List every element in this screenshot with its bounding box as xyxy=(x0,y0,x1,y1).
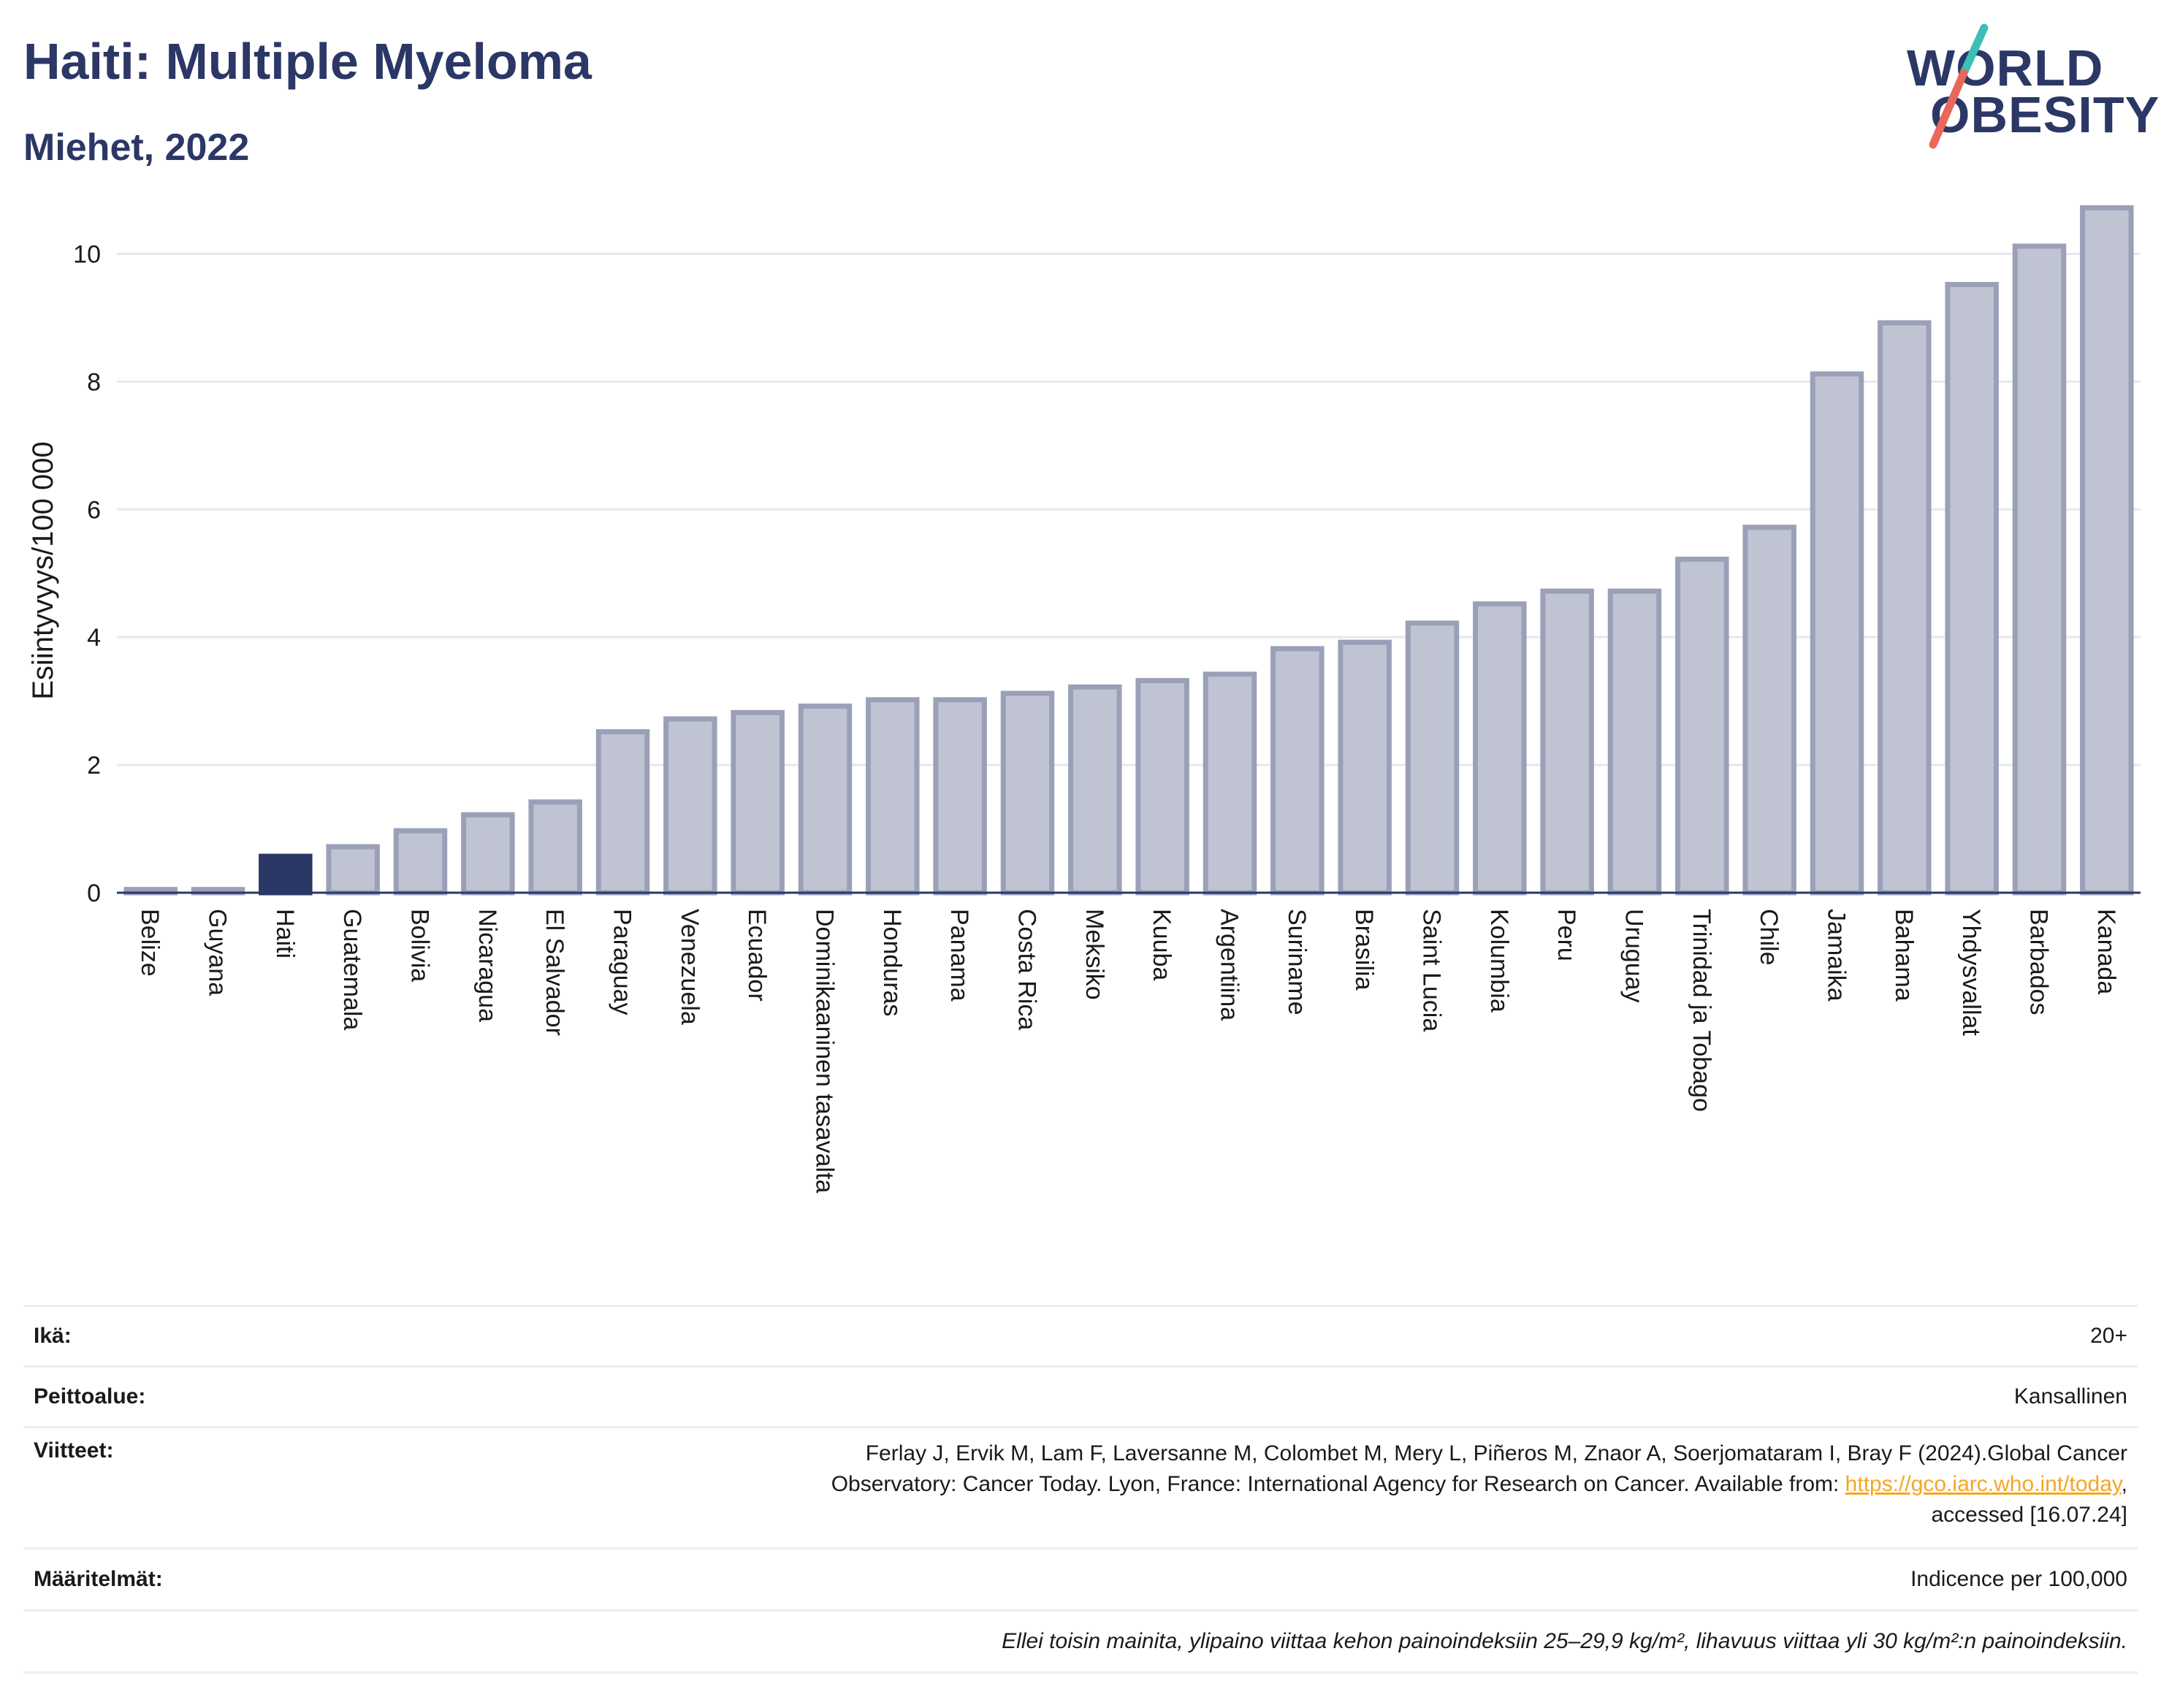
info-table: Ikä: 20+ Peittoalue: Kansallinen Viittee… xyxy=(23,1305,2138,1674)
x-tick-label: Brasilia xyxy=(1350,909,1378,991)
x-tick-label: Paraguay xyxy=(609,909,636,1015)
x-tick-label: Bolivia xyxy=(406,909,434,982)
x-tick-label: Belize xyxy=(136,909,164,977)
bar-guatemala xyxy=(326,844,380,896)
x-tick-label: Peru xyxy=(1552,909,1580,961)
coverage-value: Kansallinen xyxy=(2013,1384,2127,1408)
bar-venezuela xyxy=(663,716,717,896)
x-tick-label: Panama xyxy=(945,909,973,1002)
x-tick-label: El Salvador xyxy=(541,909,568,1036)
logo-slash-icon xyxy=(1929,23,1989,149)
bar-nicaragua xyxy=(461,812,515,896)
bar-kolumbia xyxy=(1473,601,1527,896)
bar-costa-rica xyxy=(1000,690,1055,896)
x-tick-label: Uruguay xyxy=(1620,909,1648,1003)
x-tick-label: Argentiina xyxy=(1216,909,1243,1021)
x-tick-label: Ecuador xyxy=(743,909,771,1002)
y-tick-label: 10 xyxy=(73,240,101,268)
bar-ecuador xyxy=(731,709,785,896)
x-tick-label: Kolumbia xyxy=(1485,909,1513,1013)
bar-yhdysvallat xyxy=(1945,281,1999,896)
bar-honduras xyxy=(866,697,920,896)
info-row-coverage: Peittoalue: Kansallinen xyxy=(23,1368,2138,1428)
x-tick-label: Venezuela xyxy=(676,909,704,1025)
bar-bolivia xyxy=(393,828,448,896)
references-value: Ferlay J, Ervik M, Lam F, Laversanne M, … xyxy=(831,1438,2138,1530)
bar-brasilia xyxy=(1338,639,1392,896)
bar-paraguay xyxy=(595,729,650,896)
definitions-label: Määritelmät: xyxy=(34,1567,163,1591)
references-line-2-end: , xyxy=(2121,1472,2127,1496)
references-line-1: Ferlay J, Ervik M, Lam F, Laversanne M, … xyxy=(865,1441,2127,1465)
bar-bahama xyxy=(1878,320,1932,896)
bar-dominikaaninen-tasavalta xyxy=(798,704,853,896)
y-axis-label: Esiintyvyys/100 000 xyxy=(27,441,59,700)
age-label: Ikä: xyxy=(34,1324,72,1348)
x-tick-label: Trinidad ja Tobago xyxy=(1688,909,1715,1112)
definitions-value: Indicence per 100,000 xyxy=(1910,1567,2127,1591)
y-tick-label: 2 xyxy=(87,752,101,779)
page-subtitle: Miehet, 2022 xyxy=(23,126,250,169)
x-tick-label: Jamaika xyxy=(1823,909,1851,1002)
x-tick-label: Yhdysvallat xyxy=(1957,909,1985,1036)
info-row-note: Ellei toisin mainita, ylipaino viittaa k… xyxy=(23,1612,2138,1674)
x-tick-label: Saint Lucia xyxy=(1418,909,1446,1032)
logo-line-world: WORLD xyxy=(1907,39,2104,96)
bar-kuuba xyxy=(1135,678,1189,896)
references-line-2-text: Observatory: Cancer Today. Lyon, France:… xyxy=(831,1472,1845,1496)
references-label: Viitteet: xyxy=(34,1438,114,1463)
logo-line-obesity: OBESITY xyxy=(1930,86,2160,143)
bar-trinidad-ja-tobago xyxy=(1675,556,1729,896)
bar-suriname xyxy=(1270,646,1325,896)
references-line-2: Observatory: Cancer Today. Lyon, France:… xyxy=(831,1469,2127,1500)
bar-panama xyxy=(933,697,987,896)
bar-jamaika xyxy=(1810,371,1864,896)
x-tick-label: Honduras xyxy=(878,909,906,1016)
x-tick-label: Kanada xyxy=(2092,909,2120,994)
x-tick-label: Suriname xyxy=(1283,909,1311,1015)
references-link[interactable]: https://gco.iarc.who.int/today xyxy=(1845,1472,2122,1496)
info-row-age: Ikä: 20+ xyxy=(23,1307,2138,1368)
x-tick-label: Nicaragua xyxy=(473,909,501,1022)
x-tick-label: Barbados xyxy=(2025,909,2053,1015)
x-tick-label: Bahama xyxy=(1890,909,1918,1002)
bar-meksiko xyxy=(1068,684,1122,896)
footnote: Ellei toisin mainita, ylipaino viittaa k… xyxy=(1002,1629,2127,1653)
x-tick-label: Haiti xyxy=(271,909,299,958)
bar-saint-lucia xyxy=(1405,620,1460,896)
coverage-label: Peittoalue: xyxy=(34,1384,146,1408)
references-line-3: accessed [16.07.24] xyxy=(1931,1503,2127,1527)
bar-kanada xyxy=(2080,205,2134,896)
y-tick-label: 8 xyxy=(87,368,101,396)
x-tick-label: Guyana xyxy=(204,909,232,996)
bar-argentiina xyxy=(1203,671,1257,896)
info-row-references: Viitteet: Ferlay J, Ervik M, Lam F, Lave… xyxy=(23,1428,2138,1549)
bar-uruguay xyxy=(1607,588,1662,896)
x-tick-label: Dominikaaninen tasavalta xyxy=(811,909,839,1193)
bar-barbados xyxy=(2012,243,2067,896)
x-tick-label: Guatemala xyxy=(338,909,366,1030)
y-tick-label: 6 xyxy=(87,496,101,524)
x-tick-label: Costa Rica xyxy=(1013,909,1041,1030)
bar-chile xyxy=(1742,525,1796,896)
info-row-definitions: Määritelmät: Indicence per 100,000 xyxy=(23,1549,2138,1612)
page-title: Haiti: Multiple Myeloma xyxy=(23,33,592,90)
y-tick-label: 0 xyxy=(87,880,101,907)
age-value: 20+ xyxy=(2090,1324,2127,1348)
bar-haiti xyxy=(259,853,313,896)
x-tick-label: Meksiko xyxy=(1080,909,1108,1000)
bar-el-salvador xyxy=(528,799,582,896)
world-obesity-logo: WORLD OBESITY xyxy=(1907,22,2159,153)
bar-peru xyxy=(1540,588,1594,896)
x-tick-label: Kuuba xyxy=(1148,909,1175,980)
y-tick-label: 4 xyxy=(87,624,101,652)
bar-chart: 0 2 4 6 8 10 Belize Guyana Haiti Guatemala Bolivia… xyxy=(27,205,2141,1193)
x-tick-label: Chile xyxy=(1755,909,1783,965)
